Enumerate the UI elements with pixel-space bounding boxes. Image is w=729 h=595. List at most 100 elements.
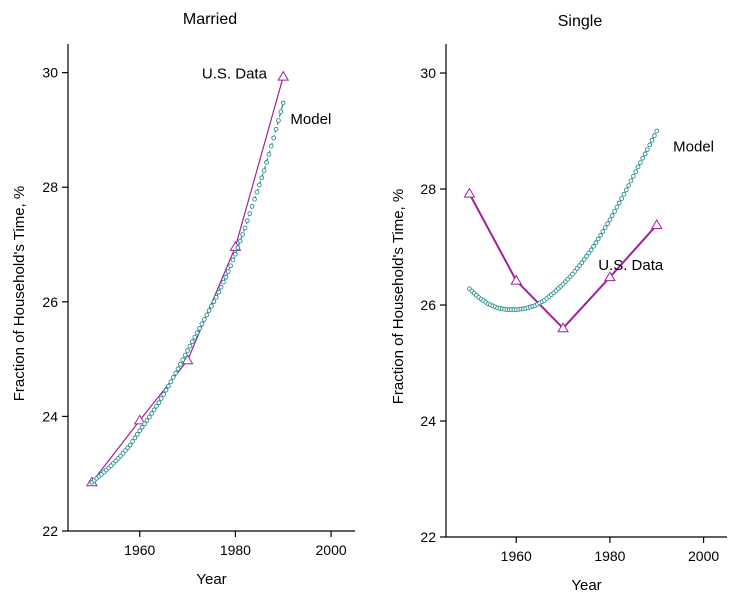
y-axis-label: Fraction of Household's Time, % <box>11 186 28 401</box>
model-point <box>166 383 171 389</box>
model-point <box>223 274 229 280</box>
x-axis-label: Year <box>196 571 226 588</box>
model-point <box>173 370 178 376</box>
model-point <box>247 211 253 216</box>
model-point <box>242 225 248 231</box>
model-point <box>602 225 608 230</box>
model-point <box>593 240 599 245</box>
y-tick-label: 22 <box>420 529 436 545</box>
y-tick-label: 22 <box>42 523 58 539</box>
model-point <box>635 164 641 170</box>
model-point <box>190 339 195 344</box>
model-point <box>266 151 272 157</box>
model-point <box>146 414 152 420</box>
model-point <box>182 352 188 358</box>
model-point <box>139 424 145 430</box>
model-point <box>626 183 631 188</box>
model-point <box>612 208 617 214</box>
model-point <box>614 204 620 210</box>
model-point <box>154 403 159 409</box>
model-point <box>158 396 164 401</box>
data-line <box>91 76 284 483</box>
model-point <box>630 173 636 179</box>
model-point <box>127 442 133 448</box>
model-point <box>201 317 207 322</box>
model-point <box>194 330 200 336</box>
model-point <box>268 143 274 149</box>
model-point <box>230 257 236 263</box>
model-point <box>204 312 210 318</box>
data-point <box>510 274 523 285</box>
model-point <box>245 218 250 224</box>
y-axis-label: Fraction of Household's Time, % <box>390 189 407 404</box>
model-point <box>278 109 284 115</box>
model-point <box>149 411 155 416</box>
model-point <box>609 213 615 218</box>
model-point <box>197 325 202 331</box>
model-point <box>144 418 150 423</box>
model-point <box>252 196 257 202</box>
model-point <box>586 250 592 256</box>
model-point <box>588 247 594 253</box>
x-tick-label: 2000 <box>316 542 347 558</box>
model-point <box>264 160 269 165</box>
model-point <box>156 400 162 406</box>
model-point <box>199 321 205 327</box>
model-point <box>192 334 198 340</box>
model-point <box>607 217 613 223</box>
model-point <box>240 232 245 237</box>
model-point <box>584 253 589 259</box>
annotation-label: Model <box>290 111 331 128</box>
model-point <box>142 421 147 427</box>
model-point <box>645 147 650 152</box>
model-point <box>623 187 629 193</box>
x-axis-label: Year <box>571 577 601 594</box>
model-point <box>633 169 639 174</box>
model-point <box>579 260 585 266</box>
model-point <box>605 221 610 227</box>
model-point <box>276 118 281 123</box>
model-point <box>256 182 262 188</box>
x-tick-label: 1960 <box>501 548 532 564</box>
model-point <box>638 160 643 165</box>
model-point <box>237 238 243 244</box>
model-point <box>151 407 157 413</box>
data-point <box>557 322 569 333</box>
model-point <box>280 100 286 106</box>
y-tick-label: 26 <box>420 297 436 313</box>
chart-title: Single <box>558 13 603 30</box>
model-point <box>175 366 181 372</box>
model-point <box>233 251 238 257</box>
model-point <box>616 200 622 206</box>
chart-title: Married <box>183 11 237 28</box>
model-point <box>161 392 167 397</box>
model-point <box>652 133 657 138</box>
y-tick-label: 24 <box>42 408 58 424</box>
data-point <box>133 414 146 425</box>
model-point <box>619 196 624 201</box>
model-point <box>163 387 169 393</box>
model-point <box>213 294 219 300</box>
model-point <box>595 236 601 242</box>
model-point <box>570 271 575 277</box>
model-point <box>600 229 606 234</box>
model-point <box>640 155 646 161</box>
model-point <box>135 431 140 437</box>
panel-1: Single 22 24 26 28 30 1960 1980 2000 Year Fraction… <box>390 13 727 594</box>
model-point <box>642 151 648 157</box>
y-tick-label: 28 <box>420 181 436 197</box>
data-point <box>463 187 476 198</box>
model-point <box>130 439 135 444</box>
model-line <box>91 102 284 483</box>
model-point <box>577 263 582 268</box>
model-point <box>574 266 580 271</box>
panel-0: Married 22 24 26 28 30 1960 1980 2000 Year Fractio… <box>11 11 355 588</box>
model-point <box>581 257 587 262</box>
x-tick-label: 2000 <box>688 548 719 564</box>
model-point <box>132 435 138 441</box>
model-point <box>591 243 596 249</box>
model-point <box>271 135 277 141</box>
model-point <box>221 279 226 285</box>
x-tick-label: 1980 <box>594 548 625 564</box>
